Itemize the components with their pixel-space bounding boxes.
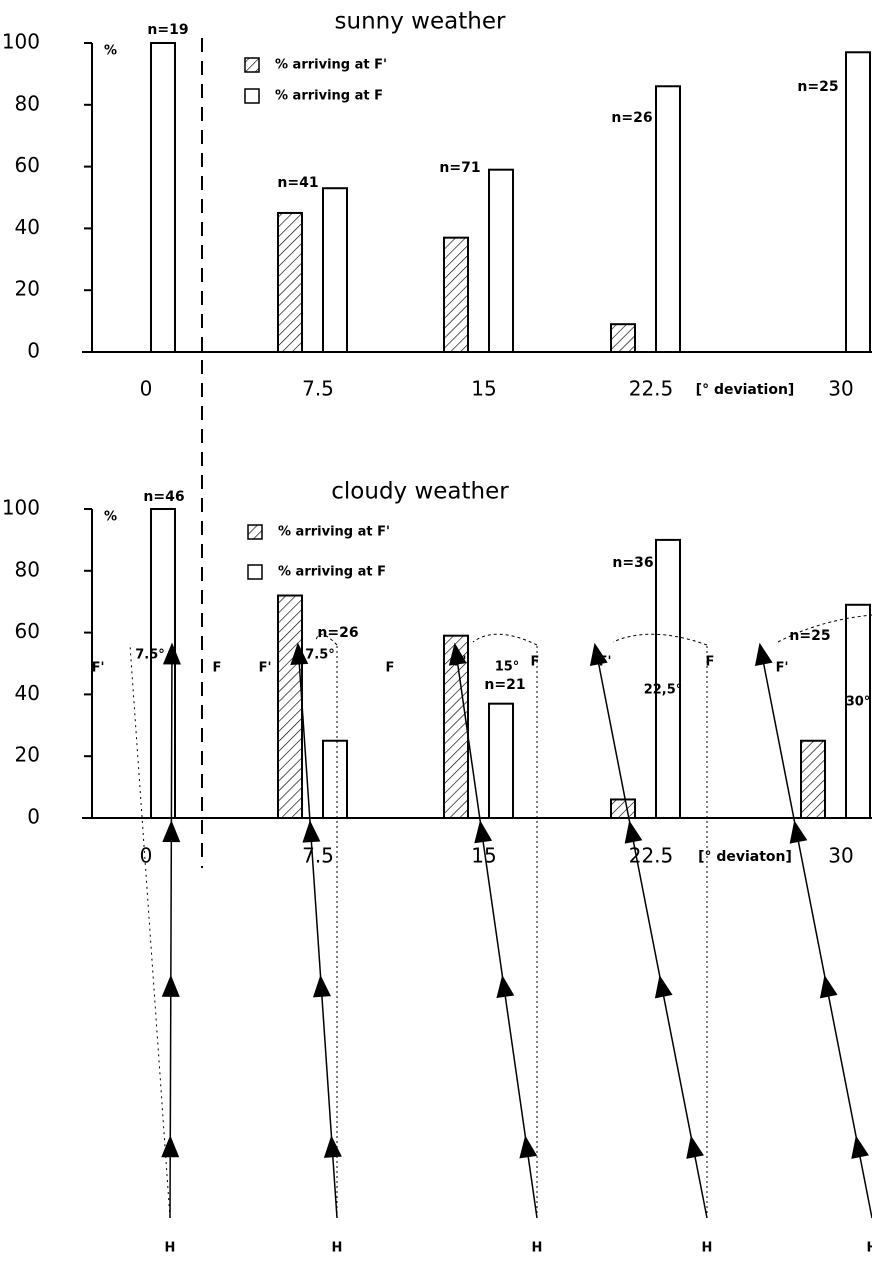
y-tick-label: 60 [15, 619, 40, 643]
n-label: n=25 [789, 628, 830, 644]
bird-marker [161, 1135, 179, 1157]
n-label: n=36 [612, 555, 653, 571]
bird-marker [162, 820, 180, 842]
arc-arrow [473, 634, 537, 645]
bar [278, 213, 302, 352]
bird-marker [496, 975, 514, 998]
label-h: H [702, 1241, 713, 1256]
x-tick-label: 15 [471, 377, 496, 401]
x-tick-label: 7.5 [302, 377, 334, 401]
x-tick-label: 0 [140, 844, 153, 868]
bird-marker [755, 643, 773, 666]
bar [801, 741, 825, 818]
label-f: F [531, 655, 540, 670]
label-f-prime: F' [259, 661, 272, 676]
label-f-prime: F' [454, 655, 467, 670]
n-label: n=46 [143, 489, 184, 505]
n-label: n=25 [797, 79, 838, 95]
flight-path [595, 645, 707, 1218]
y-tick-label: 80 [15, 91, 40, 115]
bird-marker [820, 975, 838, 998]
bar [489, 170, 513, 352]
y-tick-label: 0 [27, 805, 40, 829]
bar [489, 704, 513, 818]
bar [323, 741, 347, 818]
label-f-prime: F' [776, 661, 789, 676]
bar [846, 52, 870, 352]
bird-marker [313, 975, 331, 998]
y-tick-label: 20 [15, 277, 40, 301]
bird-marker [162, 975, 180, 997]
y-tick-label: 20 [15, 743, 40, 767]
label-angle: 7.5° [305, 648, 335, 663]
n-label: n=26 [611, 110, 652, 126]
y-tick-label: 40 [15, 681, 40, 705]
bar [656, 86, 680, 352]
label-angle: 7.5° [135, 648, 165, 663]
label-f-prime: F' [599, 655, 612, 670]
label-angle: 22,5° [644, 683, 683, 698]
axis-annotation: [° deviation] [696, 382, 795, 398]
bird-marker [790, 820, 808, 843]
label-angle: 30° [846, 695, 871, 710]
bird-marker [474, 820, 492, 843]
x-tick-label: 30 [828, 377, 853, 401]
bird-marker [519, 1135, 537, 1158]
bird-marker [324, 1135, 342, 1158]
flight-path [298, 645, 337, 1218]
bar [444, 238, 468, 352]
n-label: n=21 [484, 677, 525, 693]
x-tick-label: 30 [828, 844, 853, 868]
label-f: F [386, 661, 395, 676]
bar [278, 596, 302, 818]
x-tick-label: 22.5 [629, 377, 674, 401]
n-label: n=26 [317, 625, 358, 641]
chart-title: cloudy weather [331, 479, 509, 505]
label-f: F [706, 655, 715, 670]
y-tick-label: 100 [2, 496, 40, 520]
axis-annotation: [° deviaton] [698, 849, 792, 865]
legend-swatch [245, 89, 259, 103]
legend-swatch [248, 565, 262, 579]
label-f: F [213, 661, 222, 676]
y-axis-label: % [104, 44, 117, 59]
label-h: H [867, 1241, 872, 1256]
n-label: n=41 [277, 175, 318, 191]
bird-marker [686, 1136, 704, 1159]
bird-marker [302, 820, 320, 843]
label-h: H [165, 1241, 176, 1256]
bird-marker [851, 1136, 869, 1159]
n-label: n=19 [147, 22, 188, 38]
chart-title: sunny weather [335, 9, 506, 35]
bird-marker [625, 820, 643, 843]
legend-swatch [248, 525, 262, 539]
y-tick-label: 80 [15, 557, 40, 581]
n-label: n=71 [439, 160, 480, 176]
label-f-prime: F' [92, 661, 105, 676]
legend-swatch [245, 58, 259, 72]
x-tick-label: 0 [140, 377, 153, 401]
x-tick-label: 7.5 [302, 844, 334, 868]
y-tick-label: 0 [27, 339, 40, 363]
y-tick-label: 100 [2, 30, 40, 54]
legend-label: % arriving at F' [275, 58, 387, 73]
label-angle: 15° [495, 660, 520, 675]
bar [656, 540, 680, 818]
legend-label: % arriving at F [278, 565, 386, 580]
bar [611, 324, 635, 352]
legend-label: % arriving at F [275, 89, 383, 104]
bird-marker [655, 975, 673, 998]
label-h: H [532, 1241, 543, 1256]
legend-label: % arriving at F' [278, 525, 390, 540]
y-axis-label: % [104, 510, 117, 525]
y-tick-label: 60 [15, 153, 40, 177]
figure: sunny weather% 0 20 40 60 80 100 0 n=19 7.5 n=41 15… [0, 0, 872, 1267]
bar [846, 605, 870, 818]
bar [611, 799, 635, 818]
y-tick-label: 40 [15, 215, 40, 239]
bar [323, 188, 347, 352]
label-h: H [332, 1241, 343, 1256]
bar [151, 43, 175, 352]
